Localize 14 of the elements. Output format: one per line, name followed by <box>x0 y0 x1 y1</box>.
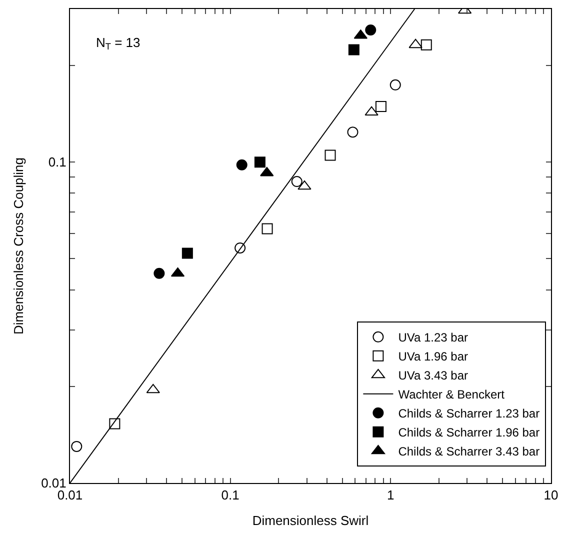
x-tick-label: 1 <box>387 488 394 503</box>
legend-label: UVa 3.43 bar <box>398 368 468 383</box>
legend-label: Childs & Scharrer 1.96 bar <box>398 426 540 440</box>
y-axis-title: Dimensionless Cross Coupling <box>11 157 26 335</box>
x-tick-label: 0.01 <box>57 488 83 503</box>
legend-label: Childs & Scharrer 1.23 bar <box>398 406 540 421</box>
annotation: N$_{T}$ = 13 <box>96 35 140 52</box>
x-tick-label: 10 <box>544 488 558 503</box>
x-tick-label: 0.1 <box>221 488 240 503</box>
legend-label: UVa 1.96 bar <box>398 350 468 364</box>
x-axis-title: Dimensionless Swirl <box>252 513 369 528</box>
legend-label: UVa 1.23 bar <box>398 330 468 345</box>
legend-label: Childs & Scharrer 3.43 bar <box>398 444 540 459</box>
legend-label: Wachter & Benckert <box>398 388 506 402</box>
